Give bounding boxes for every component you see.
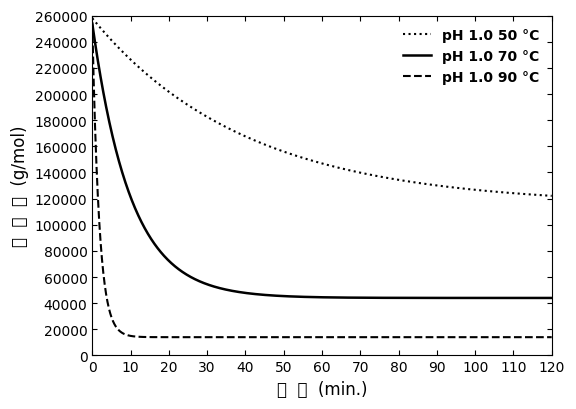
pH 1.0 90 °C [275, 335, 282, 340]
pH 1.0 70 °C [548, 296, 555, 301]
pH 1.0 50 °C [291, 153, 298, 158]
pH 1.0 50 °C [404, 180, 411, 184]
pH 1.0 90 °C [89, 22, 96, 27]
pH 1.0 90 °C [448, 335, 454, 340]
pH 1.0 50 °C [548, 194, 555, 199]
pH 1.0 70 °C [456, 296, 463, 301]
Line: pH 1.0 90 °C: pH 1.0 90 °C [92, 25, 552, 337]
Line: pH 1.0 50 °C: pH 1.0 50 °C [92, 19, 552, 196]
pH 1.0 70 °C [89, 22, 96, 27]
pH 1.0 90 °C [291, 335, 298, 340]
pH 1.0 90 °C [405, 335, 412, 340]
pH 1.0 70 °C [136, 216, 143, 220]
pH 1.0 50 °C [89, 17, 96, 22]
pH 1.0 90 °C [456, 335, 463, 340]
pH 1.0 50 °C [136, 66, 143, 71]
pH 1.0 90 °C [136, 335, 143, 339]
pH 1.0 90 °C [369, 335, 376, 340]
pH 1.0 90 °C [548, 335, 555, 340]
pH 1.0 70 °C [404, 296, 411, 301]
Line: pH 1.0 70 °C: pH 1.0 70 °C [92, 25, 552, 298]
pH 1.0 50 °C [447, 185, 454, 190]
pH 1.0 70 °C [447, 296, 454, 301]
Legend: pH 1.0 50 °C, pH 1.0 70 °C, pH 1.0 90 °C: pH 1.0 50 °C, pH 1.0 70 °C, pH 1.0 90 °C [397, 23, 545, 90]
pH 1.0 50 °C [456, 186, 463, 191]
Y-axis label: 分  子  量  (g/mol): 分 子 量 (g/mol) [11, 126, 29, 247]
pH 1.0 70 °C [275, 294, 282, 299]
pH 1.0 50 °C [275, 148, 282, 153]
pH 1.0 70 °C [291, 294, 298, 299]
X-axis label: 时  间  (min.): 时 间 (min.) [276, 380, 367, 398]
